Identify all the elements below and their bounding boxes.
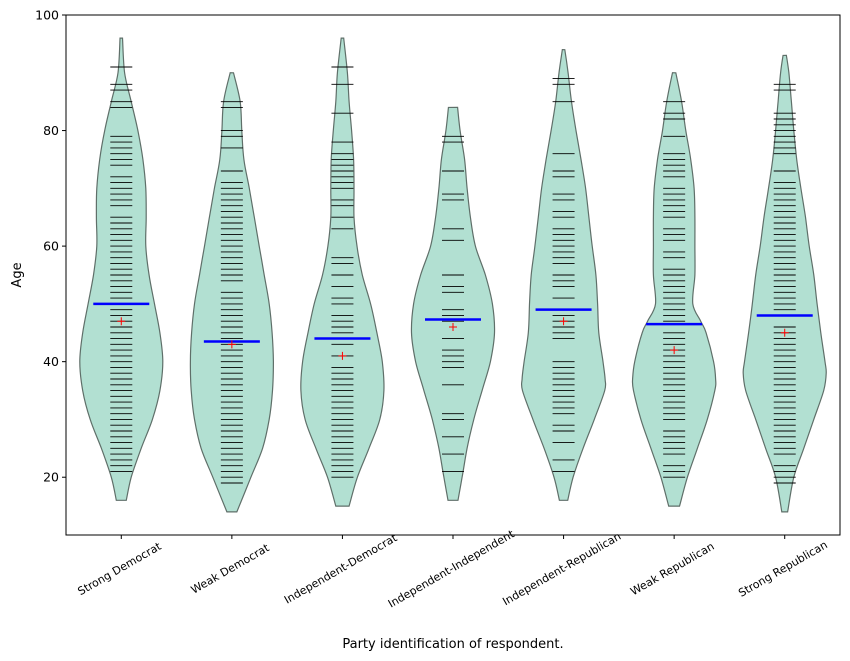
violin-group xyxy=(189,72,275,513)
x-tick-label: Independent-Democrat xyxy=(282,531,400,607)
mean-marker xyxy=(449,323,457,331)
y-tick-label: 100 xyxy=(35,8,59,23)
violin-body xyxy=(300,37,385,507)
mean-marker xyxy=(559,317,568,326)
x-tick-label: Strong Republican xyxy=(736,538,830,600)
x-tick-label: Weak Democrat xyxy=(189,541,272,597)
violin-group xyxy=(742,54,827,513)
violin-group xyxy=(79,37,164,501)
y-tick-label: 60 xyxy=(43,239,59,254)
x-tick-label: Independent-Independent xyxy=(386,527,517,610)
y-axis-label: Age xyxy=(10,262,25,287)
violin-body xyxy=(742,54,827,513)
y-tick-label: 20 xyxy=(43,470,59,485)
violin-group xyxy=(520,49,607,501)
violin-group xyxy=(410,106,496,501)
violins xyxy=(79,37,827,513)
mean-marker xyxy=(117,317,126,326)
x-axis: Strong Democrat Weak Democrat Independent-… xyxy=(76,527,830,610)
y-tick-label: 80 xyxy=(43,123,59,138)
y-tick-label: 40 xyxy=(43,354,59,369)
mean-marker xyxy=(670,346,679,355)
violin-group xyxy=(300,37,385,507)
y-axis: 20 40 60 80 100 xyxy=(35,8,66,485)
x-tick-label: Strong Democrat xyxy=(76,539,165,598)
x-tick-label: Independent-Republican xyxy=(500,530,623,608)
mean-marker xyxy=(227,340,236,349)
violin-body xyxy=(410,106,496,501)
mean-marker xyxy=(780,328,789,337)
x-axis-label: Party identification of respondent. xyxy=(342,637,563,652)
violin-body xyxy=(631,72,717,507)
violin-group xyxy=(631,72,717,507)
x-tick-label: Weak Republican xyxy=(628,540,716,598)
mean-marker xyxy=(338,351,347,360)
